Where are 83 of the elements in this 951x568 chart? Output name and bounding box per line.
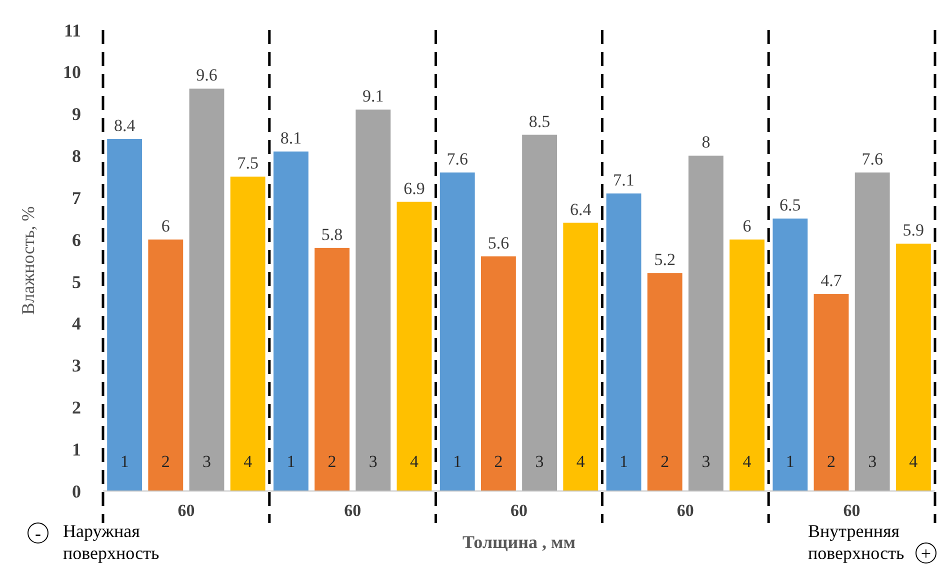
data-label: 4.7 bbox=[820, 271, 842, 290]
bar bbox=[356, 110, 391, 491]
text: 4 bbox=[576, 452, 585, 471]
y-tick-label: 5 bbox=[72, 272, 81, 292]
data-label: 7.6 bbox=[446, 149, 468, 168]
text: 1 bbox=[453, 452, 462, 471]
text: 2 bbox=[660, 452, 670, 471]
y-tick-label: 6 bbox=[72, 230, 81, 250]
bar bbox=[522, 134, 558, 491]
bar bbox=[480, 256, 516, 491]
data-label: 8.4 bbox=[114, 116, 136, 135]
data-label: 7.5 bbox=[237, 154, 258, 173]
data-label: 5.9 bbox=[902, 220, 924, 240]
bar bbox=[772, 218, 808, 491]
bar bbox=[730, 240, 764, 491]
text: 1 bbox=[120, 452, 129, 471]
bar bbox=[854, 172, 890, 491]
bar bbox=[148, 240, 184, 491]
y-tick-label: 1 bbox=[72, 439, 81, 460]
bar bbox=[647, 273, 682, 491]
text: Внутренняя поверхность bbox=[808, 521, 904, 563]
y-tick-label: 4 bbox=[72, 314, 81, 334]
bar bbox=[896, 244, 931, 491]
text: 4 bbox=[909, 452, 918, 471]
bar bbox=[814, 294, 849, 491]
series-label: 3 bbox=[702, 452, 710, 471]
bar bbox=[189, 88, 224, 491]
x-tick-label: 60 bbox=[344, 501, 362, 520]
text: 2 bbox=[827, 452, 836, 471]
bar bbox=[274, 152, 308, 491]
data-label: 9.1 bbox=[362, 86, 384, 106]
x-tick-label: 60 bbox=[843, 501, 860, 520]
data-label: 9.6 bbox=[196, 66, 218, 85]
y-tick-label: 2 bbox=[72, 397, 81, 418]
x-tick-label: 60 bbox=[510, 501, 528, 520]
series-label: 1 bbox=[786, 452, 794, 471]
data-label: 8.5 bbox=[528, 112, 550, 131]
series-label: 2 bbox=[328, 452, 336, 471]
text: + bbox=[920, 543, 932, 564]
data-label: 6.4 bbox=[570, 200, 592, 219]
bar bbox=[107, 138, 142, 491]
bar bbox=[396, 202, 432, 491]
data-label: 6.9 bbox=[404, 178, 425, 198]
text: - bbox=[35, 523, 41, 544]
x-tick-label: 60 bbox=[178, 501, 195, 520]
y-tick-label: 7 bbox=[72, 188, 81, 208]
text: 3 bbox=[868, 452, 877, 471]
data-label: 6.5 bbox=[780, 196, 801, 215]
bar bbox=[688, 156, 724, 491]
y-tick-label: 9 bbox=[72, 104, 81, 124]
y-tick-label: 8 bbox=[72, 146, 81, 166]
bar bbox=[314, 248, 350, 491]
data-label: 7.1 bbox=[613, 170, 634, 190]
text: 1 bbox=[620, 452, 628, 471]
text: 2 bbox=[494, 452, 503, 471]
data-label: 6 bbox=[742, 216, 752, 236]
y-tick-label: 10 bbox=[63, 62, 81, 82]
text: 4 bbox=[410, 452, 418, 471]
data-label: 6 bbox=[161, 216, 170, 236]
x-tick-label: 60 bbox=[676, 501, 694, 520]
bar bbox=[563, 222, 598, 491]
x-axis-title: Толщина , мм bbox=[462, 532, 576, 552]
text: Наружная поверхность bbox=[63, 521, 160, 563]
data-label: 5.6 bbox=[488, 233, 510, 252]
text: 2 bbox=[161, 452, 170, 471]
data-label: 5.2 bbox=[654, 250, 676, 270]
text: 3 bbox=[202, 452, 211, 471]
y-tick-label: 11 bbox=[64, 20, 81, 40]
data-label: 8 bbox=[702, 132, 710, 152]
series-label: 4 bbox=[742, 452, 752, 471]
data-label: 8.1 bbox=[280, 128, 302, 148]
bar bbox=[606, 193, 642, 491]
y-axis-title: Влажность, % bbox=[18, 206, 38, 315]
y-tick-label: 0 bbox=[72, 481, 81, 502]
bar bbox=[230, 176, 266, 491]
y-tick-label: 3 bbox=[72, 356, 81, 376]
text: 1 bbox=[286, 452, 296, 471]
text: 4 bbox=[244, 452, 252, 471]
data-label: 7.6 bbox=[862, 149, 883, 168]
text: 3 bbox=[368, 452, 378, 471]
data-label: 5.8 bbox=[321, 224, 343, 244]
text: 3 bbox=[535, 452, 544, 471]
bar bbox=[440, 172, 475, 491]
